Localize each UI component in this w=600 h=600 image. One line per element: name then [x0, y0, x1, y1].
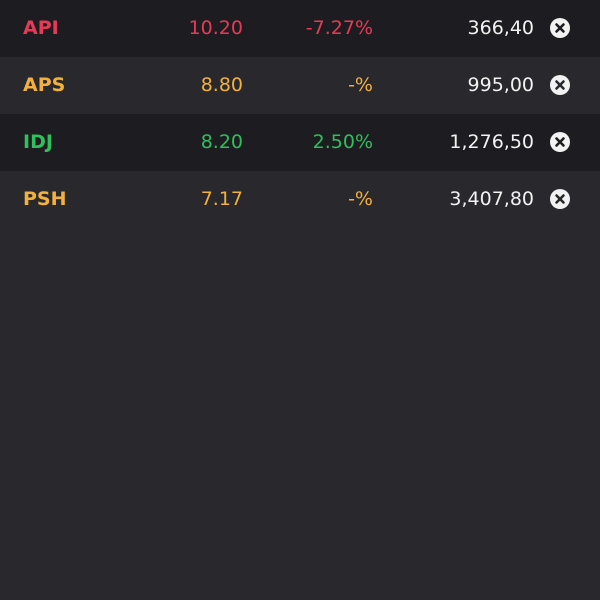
stock-volume: 366,40 [467, 17, 534, 39]
stock-symbol: APS [23, 74, 66, 96]
stock-price: 7.17 [200, 188, 243, 210]
stock-volume: 995,00 [467, 74, 534, 96]
stock-volume: 1,276,50 [449, 131, 534, 153]
table-row[interactable]: APS 8.80 -% 995,00 [0, 57, 600, 114]
table-row[interactable]: IDJ 8.20 2.50% 1,276,50 [0, 114, 600, 171]
stock-price: 8.20 [200, 131, 243, 153]
table-row[interactable]: PSH 7.17 -% 3,407,80 [0, 171, 600, 228]
stock-change: -7.27% [305, 17, 373, 39]
close-circle-icon[interactable] [550, 132, 570, 152]
stock-volume: 3,407,80 [449, 188, 534, 210]
close-circle-icon[interactable] [550, 75, 570, 95]
stock-symbol: PSH [23, 188, 67, 210]
close-circle-icon[interactable] [550, 18, 570, 38]
stock-symbol: IDJ [23, 131, 53, 153]
stock-symbol: API [23, 17, 59, 39]
stock-change: -% [348, 188, 373, 210]
close-circle-icon[interactable] [550, 189, 570, 209]
stock-price: 8.80 [200, 74, 243, 96]
table-row[interactable]: API 10.20 -7.27% 366,40 [0, 0, 600, 57]
stock-change: 2.50% [312, 131, 373, 153]
stock-change: -% [348, 74, 373, 96]
stock-price: 10.20 [188, 17, 243, 39]
